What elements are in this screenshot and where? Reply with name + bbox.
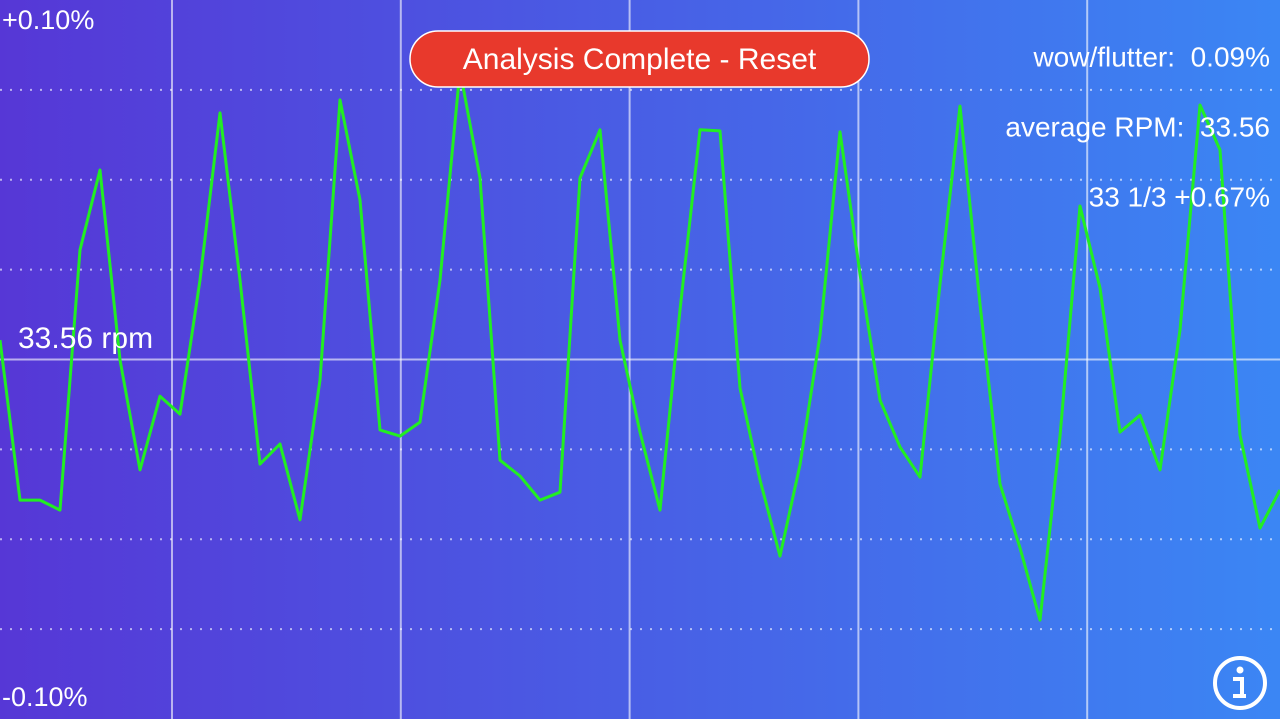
stat: wow/flutter: 0.09% [1032, 41, 1270, 72]
button-bg[interactable] [409, 30, 870, 88]
info-dot[interactable] [1236, 666, 1244, 674]
y-tick-label: -0.10% [2, 682, 88, 712]
reset-button[interactable]: Analysis Complete - Reset [409, 30, 870, 88]
button-label[interactable]: Analysis Complete - Reset [463, 43, 817, 76]
center-label: 33.56 rpm [18, 322, 153, 355]
stat: average RPM: 33.56 [1005, 111, 1270, 142]
y-tick-label: +0.10% [2, 5, 94, 35]
stat: 33 1/3 +0.67% [1089, 181, 1270, 212]
info-button[interactable] [1213, 656, 1267, 710]
plot [0, 68, 1280, 622]
info-stem[interactable] [1233, 677, 1246, 698]
waveform [0, 68, 1280, 622]
info-ring[interactable] [1213, 656, 1267, 710]
